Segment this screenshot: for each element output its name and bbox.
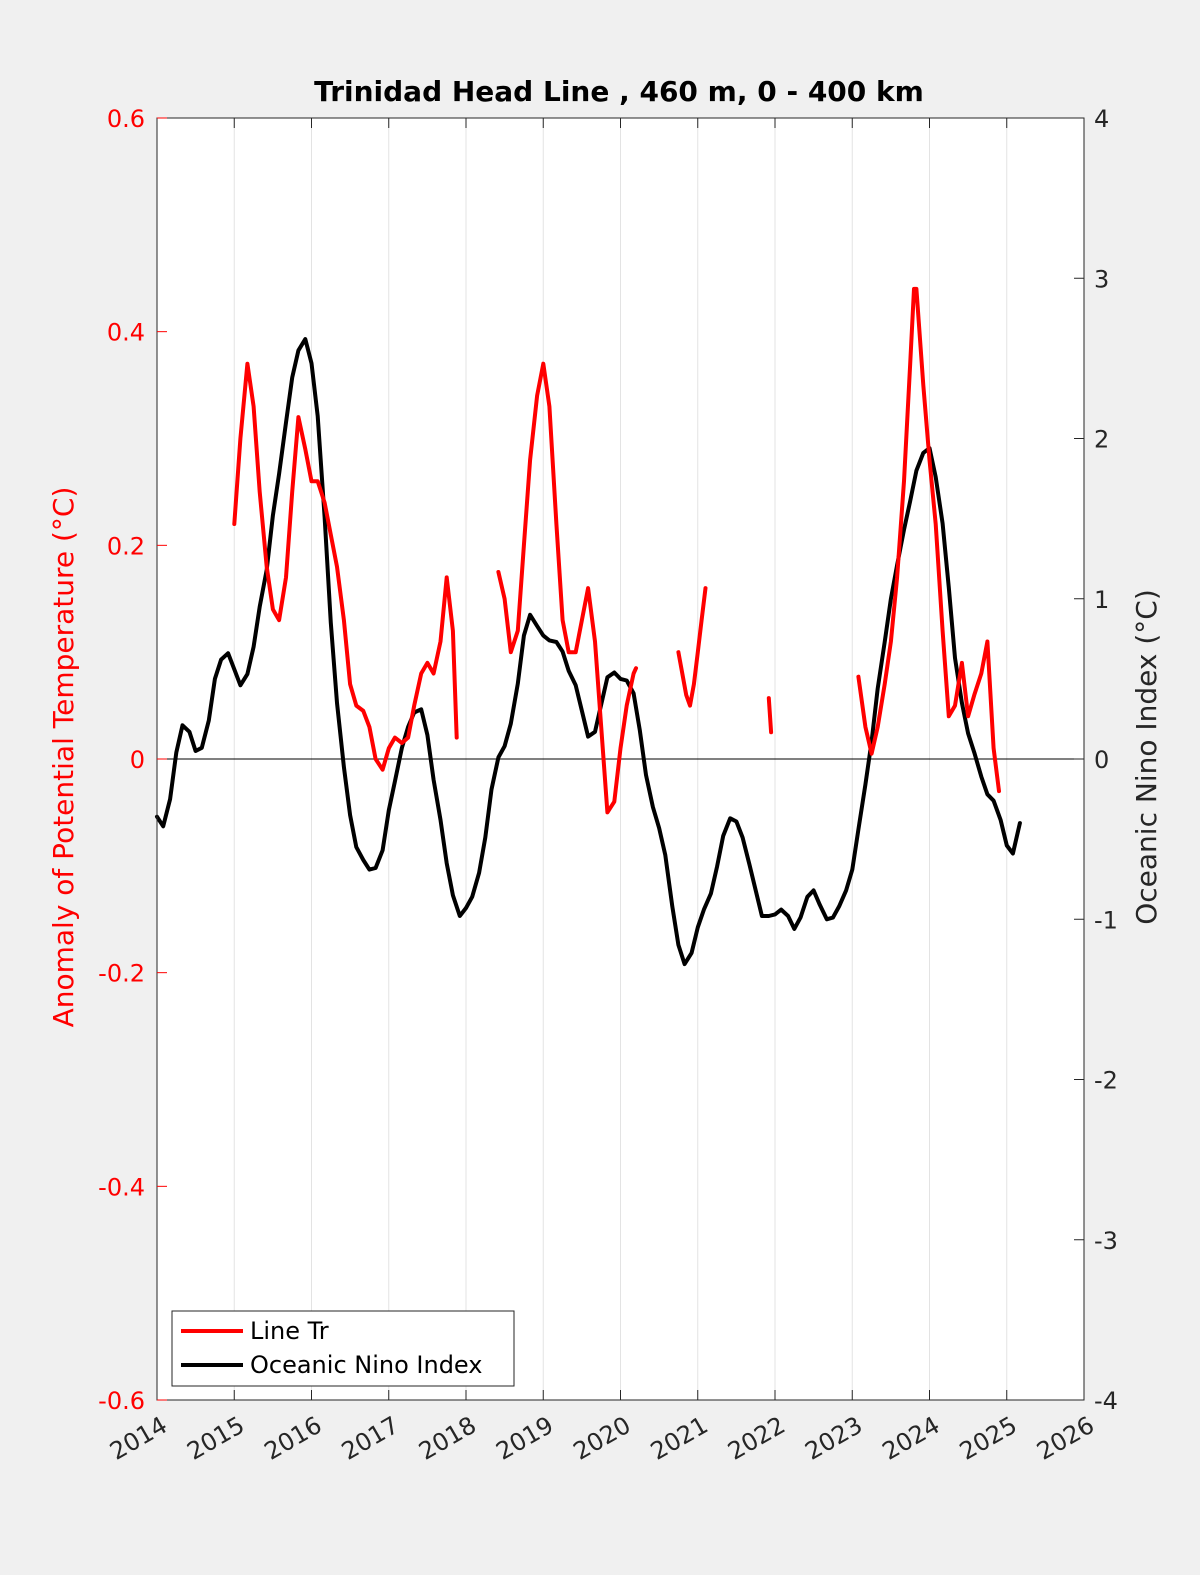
y-right-tick-label: 3 xyxy=(1094,265,1109,293)
y-left-tick-label: -0.2 xyxy=(98,960,145,988)
y-left-tick-label: 0.6 xyxy=(107,105,145,133)
y-right-tick-label: -4 xyxy=(1094,1387,1118,1415)
tick-marks xyxy=(156,117,1085,1401)
y-axis-left-label: Anomaly of Potential Temperature (°C) xyxy=(47,487,80,1028)
y-left-tick-label: -0.6 xyxy=(98,1387,145,1415)
y-left-tick-label: 0.4 xyxy=(107,319,145,347)
series-line-tr-segment xyxy=(496,361,638,815)
series-line-tr-segment xyxy=(676,586,708,708)
legend-label-oni: Oceanic Nino Index xyxy=(250,1351,482,1379)
series-line-tr-segment xyxy=(766,696,774,735)
y-right-tick-label: -3 xyxy=(1094,1227,1118,1255)
y-left-tick-labels: -0.6 -0.4 -0.2 0 0.2 0.4 0.6 xyxy=(98,105,145,1415)
y-left-tick-label: -0.4 xyxy=(98,1173,145,1201)
y-right-tick-label: 1 xyxy=(1094,586,1109,614)
chart-title: Trinidad Head Line , 460 m, 0 - 400 km xyxy=(314,75,924,108)
series-line-tr-segment xyxy=(856,286,1001,794)
y-left-tick-label: 0.2 xyxy=(107,532,145,560)
legend: Line Tr Oceanic Nino Index xyxy=(171,1310,515,1387)
y-right-tick-label: -1 xyxy=(1094,906,1118,934)
y-right-tick-labels: -4 -3 -2 -1 0 1 2 3 4 xyxy=(1094,105,1118,1415)
series-oni-line xyxy=(155,337,1022,967)
legend-label-line-tr: Line Tr xyxy=(250,1317,329,1345)
series-line-tr-segment xyxy=(232,361,459,772)
legend-box xyxy=(171,1310,515,1387)
series-layer xyxy=(155,286,1022,967)
y-right-tick-label: -2 xyxy=(1094,1067,1118,1095)
y-right-tick-label: 4 xyxy=(1094,105,1109,133)
y-axis-right-label: Oceanic Nino Index (°C) xyxy=(1130,589,1163,925)
y-right-tick-label: 0 xyxy=(1094,746,1109,774)
y-left-tick-label: 0 xyxy=(130,746,145,774)
y-right-tick-label: 2 xyxy=(1094,426,1109,454)
